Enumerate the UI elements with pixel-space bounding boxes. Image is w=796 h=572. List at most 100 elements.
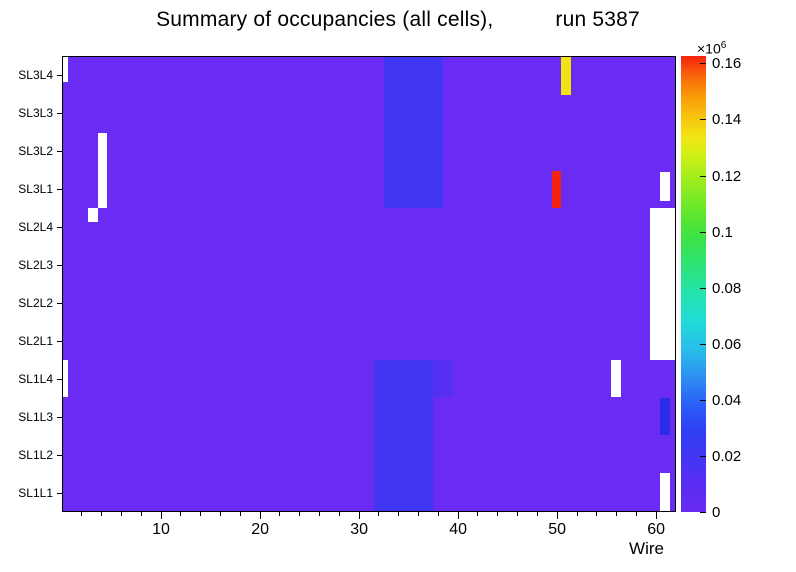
colorbar-exponent: ×106: [697, 40, 726, 57]
colorbar-tick-label: 0.08: [712, 279, 742, 297]
y-axis-label: SL1L3: [18, 410, 53, 424]
y-axis-label: SL1L1: [18, 486, 53, 500]
heatmap-cell-empty-wire56-sl1l4: [610, 359, 621, 398]
heatmap-cell-empty-wire4-sl3: [97, 132, 108, 209]
x-axis-minor-tick: [279, 512, 281, 516]
x-axis-minor-tick: [576, 512, 578, 516]
x-axis-minor-tick: [101, 512, 103, 516]
y-axis-tick: [57, 75, 62, 76]
y-axis-tick: [57, 341, 62, 342]
colorbar-tick-label: 0.02: [712, 447, 742, 465]
colorbar-tick-label: 0.06: [712, 335, 742, 353]
heatmap-cell-empty-wire3-sl2l4: [87, 208, 98, 222]
x-axis-major-tick: [457, 512, 459, 519]
y-axis-tick: [57, 493, 62, 494]
x-axis-minor-tick: [140, 512, 142, 516]
colorbar-tick-label: 0.16: [712, 55, 742, 73]
x-axis-tick-label: 20: [251, 521, 269, 538]
y-axis-tick: [57, 303, 62, 304]
x-axis-major-tick: [655, 512, 657, 519]
x-axis-minor-tick: [378, 512, 380, 516]
run-label: run 5387: [555, 8, 640, 31]
colorbar-tick: [700, 231, 706, 233]
x-axis-minor-tick: [517, 512, 518, 516]
colorbar-exponent-base: ×10: [697, 40, 721, 57]
colorbar-tick-label: 0: [712, 504, 721, 521]
x-axis-minor-tick: [418, 512, 419, 516]
x-axis-minor-tick: [220, 512, 221, 516]
colorbar-tick: [700, 399, 706, 401]
y-axis-label: SL3L2: [18, 144, 53, 158]
x-axis-minor-tick: [319, 512, 320, 516]
y-axis: SL3L4 SL3L3 SL3L2 SL3L1 SL2L4 SL2L3 SL2L2 SL2L1…: [0, 56, 62, 512]
colorbar-exponent-power: 6: [720, 40, 727, 51]
y-axis-label: SL1L4: [18, 372, 53, 386]
heatmap-cell-empty-right-sl1l1: [660, 473, 671, 511]
x-axis-minor-tick: [596, 512, 598, 516]
y-axis-label: SL2L2: [18, 296, 53, 310]
heatmap-cell-empty-right-sl3l1: [660, 172, 671, 201]
x-axis-tick-label: 40: [449, 521, 467, 538]
x-axis-tick-label: 60: [647, 521, 666, 538]
x-axis-minor-tick: [180, 512, 182, 516]
heatmap-cell-empty-top-left: [63, 57, 68, 82]
heatmap-cell-hot-cell-red: [551, 170, 562, 209]
heatmap-cell-blue-band-bottom-ext: [433, 359, 453, 398]
colorbar: [681, 56, 706, 512]
y-axis-label: SL3L3: [18, 106, 53, 120]
x-axis: 10 20 30 40 50 60: [62, 512, 676, 558]
y-axis-tick: [57, 113, 62, 114]
y-axis-tick: [57, 227, 62, 228]
x-axis-minor-tick: [477, 512, 479, 516]
plot-title-text: Summary of occupancies (all cells),: [156, 8, 494, 31]
x-axis-minor-tick: [398, 512, 400, 516]
x-axis-minor-tick: [81, 512, 83, 516]
y-axis-label: SL1L2: [18, 448, 53, 462]
y-axis-label: SL2L3: [18, 258, 53, 272]
y-axis-tick: [57, 417, 62, 418]
y-axis-tick: [57, 189, 62, 190]
colorbar-tick-label: 0.14: [712, 111, 742, 129]
heatmap-cell-empty-left-sl1l4: [63, 359, 68, 398]
colorbar-axis: 0.16 0.14 0.12 0.1 0.08 0.06 0.04 0.02 0: [681, 55, 795, 526]
x-axis-major-tick: [556, 512, 558, 519]
x-axis-major-tick: [160, 512, 162, 519]
heatmap-cell-hot-cell-yellow: [561, 57, 572, 95]
heatmap-cell-blue-band-top: [383, 57, 444, 209]
x-axis-minor-tick: [497, 512, 499, 516]
y-axis-label: SL2L4: [18, 220, 53, 234]
colorbar-tick: [700, 63, 706, 65]
y-axis-tick: [57, 265, 62, 266]
x-axis-major-tick: [358, 512, 360, 519]
heatmap-cell-blue-band-bottom: [373, 359, 434, 511]
colorbar-tick: [700, 287, 706, 289]
colorbar-tick: [700, 512, 706, 513]
x-axis-minor-tick: [635, 512, 637, 516]
x-axis-minor-tick: [616, 512, 618, 516]
y-axis-tick: [57, 379, 62, 380]
x-axis-minor-tick: [200, 512, 202, 516]
colorbar-tick: [700, 175, 706, 177]
y-axis-label: SL3L4: [18, 68, 53, 82]
heatmap-cell-empty-right-block: [650, 208, 675, 360]
heatmap-plot: [62, 56, 676, 512]
x-axis-tick-label: 10: [152, 521, 170, 538]
x-axis-title: Wire: [629, 539, 664, 558]
x-axis-minor-tick: [338, 512, 340, 516]
y-axis-label: SL2L1: [18, 334, 53, 348]
colorbar-tick-label: 0.04: [712, 391, 742, 409]
x-axis-minor-tick: [437, 512, 439, 516]
y-axis-tick: [57, 455, 62, 456]
y-axis-label: SL3L1: [18, 182, 53, 196]
x-axis-tick-label: 30: [350, 521, 368, 538]
x-axis-minor-tick: [299, 512, 301, 516]
colorbar-tick-label: 0.1: [712, 223, 733, 241]
x-axis-tick-label: 50: [548, 521, 567, 538]
x-axis-minor-tick: [120, 512, 122, 516]
x-axis-minor-tick: [536, 512, 538, 516]
x-axis-major-tick: [259, 512, 261, 519]
y-axis-tick: [57, 151, 62, 152]
colorbar-tick: [700, 119, 706, 121]
colorbar-tick-label: 0.12: [712, 167, 742, 185]
